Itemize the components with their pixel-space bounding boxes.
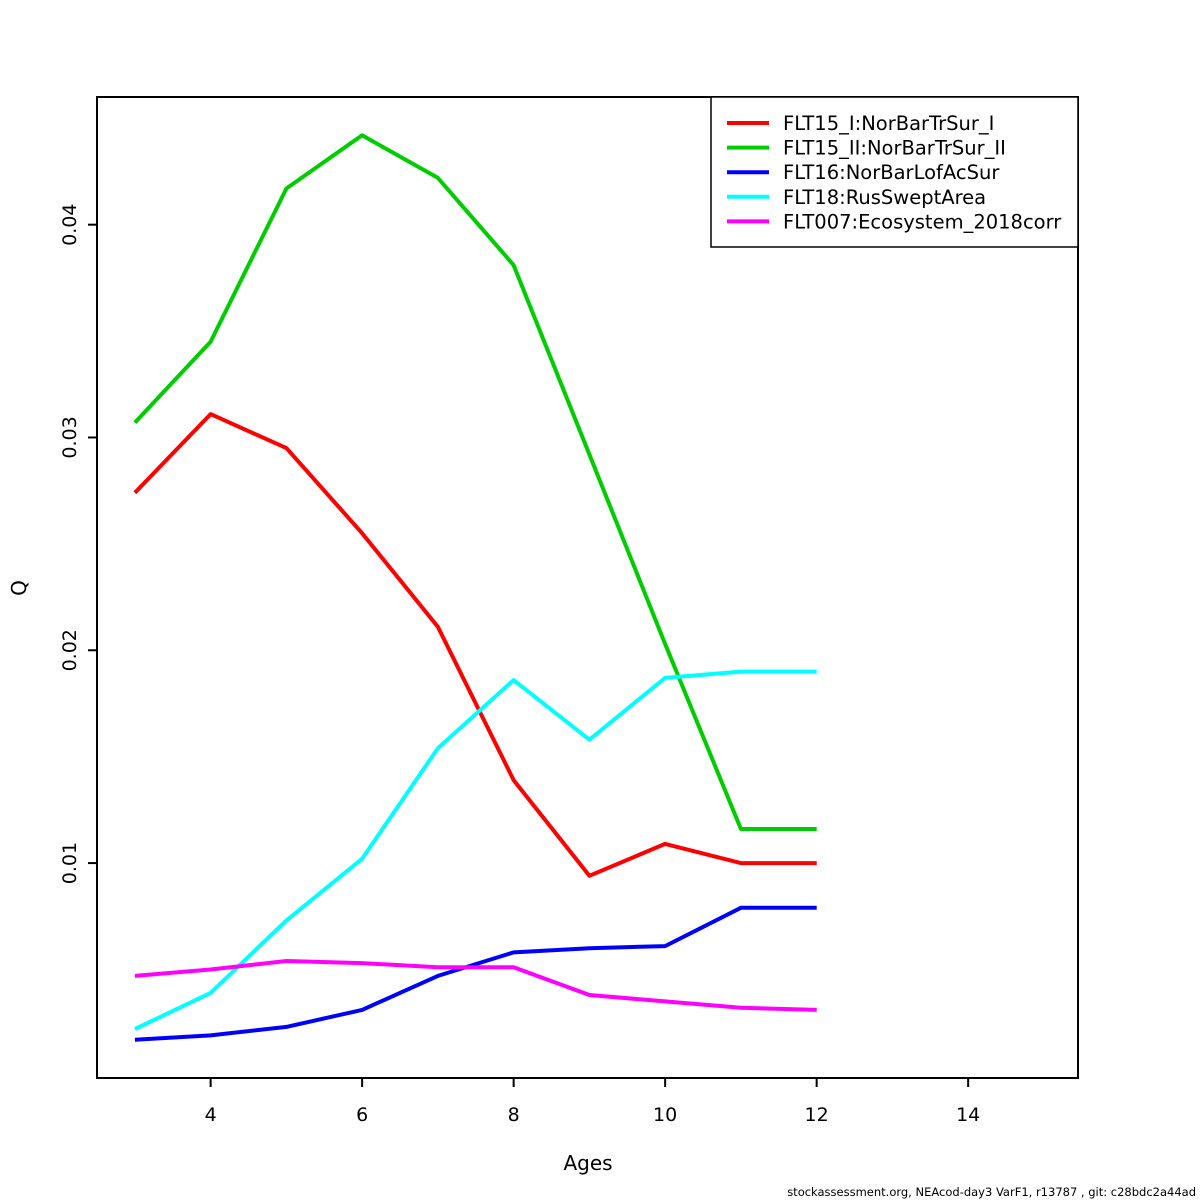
x-axis-ticks: 4 6 8 10 12 14 bbox=[205, 1078, 980, 1126]
legend-label-flt007-ecosystem-2018corr: FLT007:Ecosystem_2018corr bbox=[783, 210, 1062, 233]
series-line-flt15-ii-norbartrsur-ii bbox=[133, 133, 817, 831]
x-tick-label: 4 bbox=[205, 1104, 217, 1126]
x-tick-label: 6 bbox=[356, 1104, 368, 1126]
legend-label-flt15-ii-norbartrsur-ii: FLT15_II:NorBarTrSur_II bbox=[783, 137, 1006, 160]
x-tick-label: 14 bbox=[956, 1104, 980, 1126]
series-lines bbox=[133, 133, 817, 1042]
y-tick-label: 0.01 bbox=[59, 842, 81, 884]
legend-label-flt16-norbarlofacsur: FLT16:NorBarLofAcSur bbox=[783, 161, 1000, 184]
legend-label-flt18-russweptarea: FLT18:RusSweptArea bbox=[783, 186, 986, 209]
footer-attribution: stockassessment.org, NEAcod-day3 VarF1, … bbox=[787, 1185, 1196, 1199]
y-tick-label: 0.04 bbox=[59, 204, 81, 246]
series-line-flt007-ecosystem-2018corr bbox=[134, 959, 817, 1012]
x-axis-title: Ages bbox=[563, 1151, 612, 1175]
series-line-flt16-norbarlofacsur bbox=[134, 905, 817, 1042]
y-tick-label: 0.03 bbox=[59, 416, 81, 458]
series-line-flt15-i-norbartrsur-i bbox=[133, 412, 817, 878]
y-axis-title: Q bbox=[7, 580, 31, 596]
y-tick-label: 0.02 bbox=[59, 629, 81, 671]
series-line-flt18-russweptarea bbox=[134, 669, 817, 1031]
legend-label-flt15-i-norbartrsur-i: FLT15_I:NorBarTrSur_I bbox=[783, 112, 994, 135]
legend: FLT15_I:NorBarTrSur_IFLT15_II:NorBarTrSu… bbox=[710, 96, 1079, 248]
plot-border bbox=[96, 96, 1079, 1079]
x-tick-label: 10 bbox=[653, 1104, 677, 1126]
y-axis-ticks: 0.01 0.02 0.03 0.04 bbox=[59, 204, 97, 884]
legend-box bbox=[710, 96, 1079, 248]
x-tick-label: 12 bbox=[805, 1104, 829, 1126]
x-tick-label: 8 bbox=[508, 1104, 520, 1126]
